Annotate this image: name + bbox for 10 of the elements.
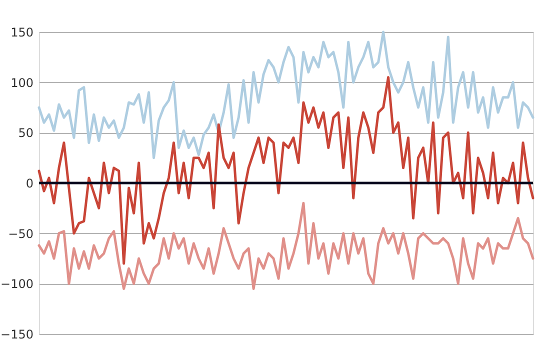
y-tick-label: −100 (0, 277, 34, 292)
y-tick-label: 150 (10, 26, 34, 40)
line-series (38, 202, 534, 290)
line-series (38, 76, 534, 265)
y-tick-label: −150 (0, 328, 34, 342)
y-tick-label: −50 (8, 226, 34, 241)
y-tick-label: 0 (26, 176, 34, 190)
y-tick-label: 50 (18, 126, 34, 140)
y-tick-label: 100 (10, 76, 34, 90)
line-series (38, 30, 534, 160)
